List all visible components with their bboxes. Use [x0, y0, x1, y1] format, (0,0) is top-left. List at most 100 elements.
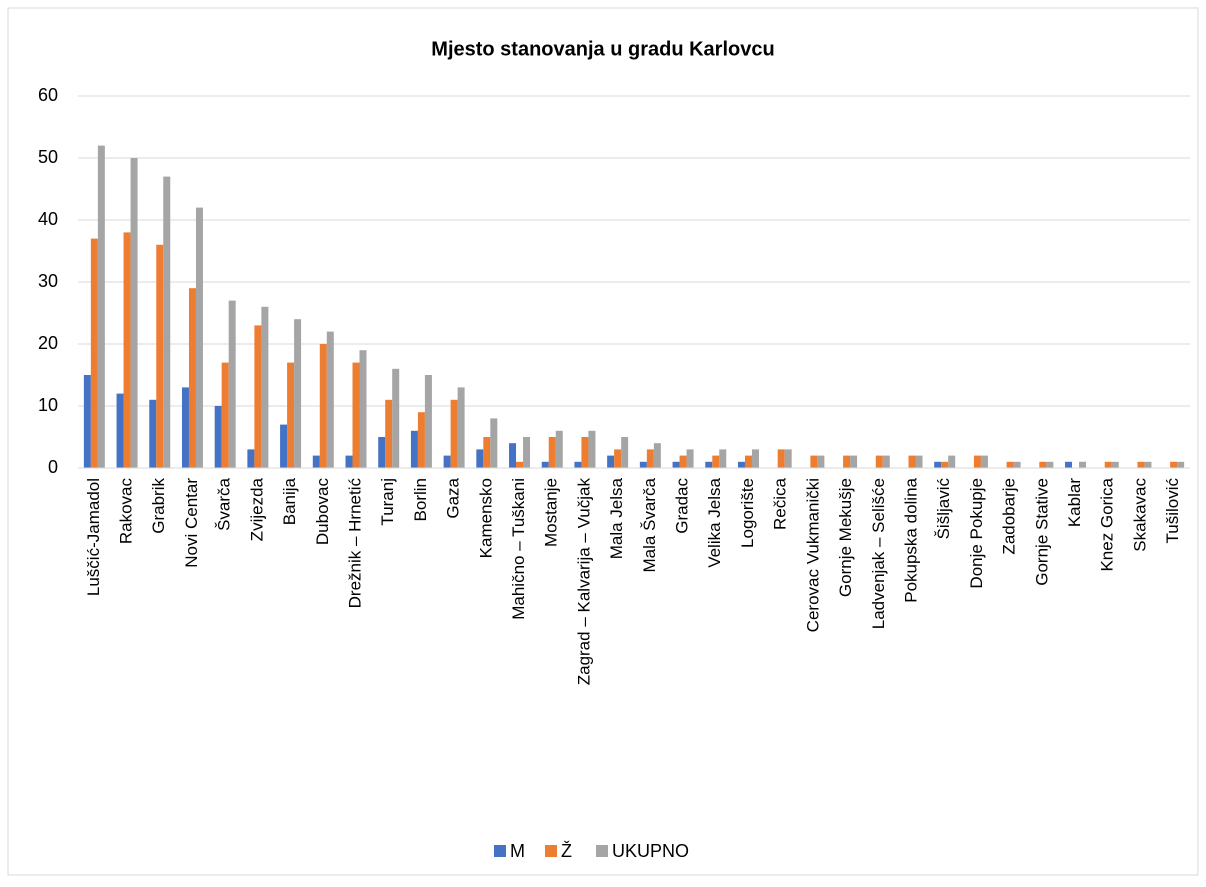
bar — [934, 461, 942, 468]
bar — [221, 362, 229, 468]
bar — [457, 387, 465, 468]
legend-swatch — [545, 845, 557, 857]
bar — [214, 406, 222, 468]
x-tick-label: Gradac — [673, 478, 692, 534]
bar — [941, 461, 949, 468]
bar — [359, 350, 367, 468]
legend-swatch — [596, 845, 608, 857]
bar — [719, 449, 727, 468]
y-tick-label: 20 — [38, 333, 58, 353]
bar — [810, 455, 818, 468]
bar — [653, 443, 661, 468]
bar — [181, 387, 189, 468]
chart-title: Mjesto stanovanja u gradu Karlovcu — [431, 38, 774, 60]
legend-label: UKUPNO — [612, 841, 689, 861]
bar — [1039, 461, 1047, 468]
bar — [850, 455, 858, 468]
x-tick-label: Dubovac — [313, 478, 332, 546]
x-tick-label: Gornje Stative — [1032, 478, 1051, 586]
bar — [345, 455, 353, 468]
legend-swatch — [494, 845, 506, 857]
x-tick-label: Logorište — [738, 478, 757, 548]
bar — [843, 455, 851, 468]
bar — [744, 455, 752, 468]
bar — [712, 455, 720, 468]
bar — [581, 437, 589, 468]
bar — [483, 437, 491, 468]
bar — [1013, 461, 1021, 468]
bar — [188, 288, 196, 468]
bar — [639, 461, 647, 468]
x-tick-label: Kablar — [1065, 478, 1084, 527]
bar — [1170, 461, 1178, 468]
bar — [90, 238, 98, 468]
bar — [948, 455, 956, 468]
y-tick-label: 10 — [38, 395, 58, 415]
x-tick-label: Zvijezda — [247, 477, 266, 541]
legend-label: Ž — [561, 841, 572, 861]
bar — [261, 306, 269, 468]
bar — [588, 430, 596, 468]
bar — [319, 344, 327, 468]
bar — [548, 437, 556, 468]
bar — [280, 424, 288, 468]
bar — [607, 455, 615, 468]
chart-border — [7, 7, 1199, 876]
bar — [908, 455, 916, 468]
x-tick-label: Cerovac Vukmanički — [803, 478, 822, 632]
x-tick-label: Šišljavić — [934, 478, 953, 540]
bar — [385, 399, 393, 468]
x-tick-label: Drežnik – Hrnetić — [345, 478, 364, 609]
bar — [523, 437, 531, 468]
bar — [149, 399, 157, 468]
bar — [450, 399, 458, 468]
x-tick-label: Mala Švarča — [640, 477, 659, 572]
bar — [378, 437, 386, 468]
bar — [163, 176, 171, 468]
bar — [116, 393, 124, 468]
x-tick-label: Pokupska dolina — [901, 477, 920, 602]
x-tick-label: Tušilović — [1163, 478, 1182, 544]
y-tick-label: 30 — [38, 271, 58, 291]
bar — [516, 461, 524, 468]
x-tick-label: Rečica — [771, 477, 790, 530]
x-tick-label: Zadobarje — [1000, 478, 1019, 555]
x-tick-label: Donje Pokupje — [967, 478, 986, 589]
bar — [123, 232, 131, 468]
bar — [1144, 461, 1152, 468]
bar — [784, 449, 792, 468]
bar — [1079, 461, 1087, 468]
bar — [915, 455, 923, 468]
bar — [97, 145, 105, 468]
x-tick-label: Borlin — [411, 478, 430, 521]
bar — [156, 244, 164, 468]
x-tick-label: Turanj — [378, 478, 397, 526]
bar — [686, 449, 694, 468]
bar — [737, 461, 745, 468]
bar — [509, 443, 517, 468]
bar — [973, 455, 981, 468]
y-tick-label: 0 — [48, 457, 58, 477]
bar — [254, 325, 262, 468]
bar — [490, 418, 498, 468]
bar — [410, 430, 418, 468]
x-tick-label: Zagrad – Kalvarija – Vučjak — [574, 478, 593, 686]
y-tick-label: 50 — [38, 147, 58, 167]
bar — [417, 412, 425, 468]
bar — [679, 455, 687, 468]
bar — [352, 362, 360, 468]
y-tick-label: 40 — [38, 209, 58, 229]
bar — [1104, 461, 1112, 468]
x-tick-label: Švarča — [215, 477, 234, 530]
bar — [541, 461, 549, 468]
bar — [443, 455, 451, 468]
bar — [614, 449, 622, 468]
bar — [392, 368, 400, 468]
bar — [287, 362, 295, 468]
bar — [574, 461, 582, 468]
x-tick-label: Grabrik — [149, 478, 168, 534]
x-tick-label: Knez Gorica — [1098, 477, 1117, 571]
bar — [247, 449, 255, 468]
bar — [980, 455, 988, 468]
x-tick-label: Gaza — [444, 477, 463, 518]
